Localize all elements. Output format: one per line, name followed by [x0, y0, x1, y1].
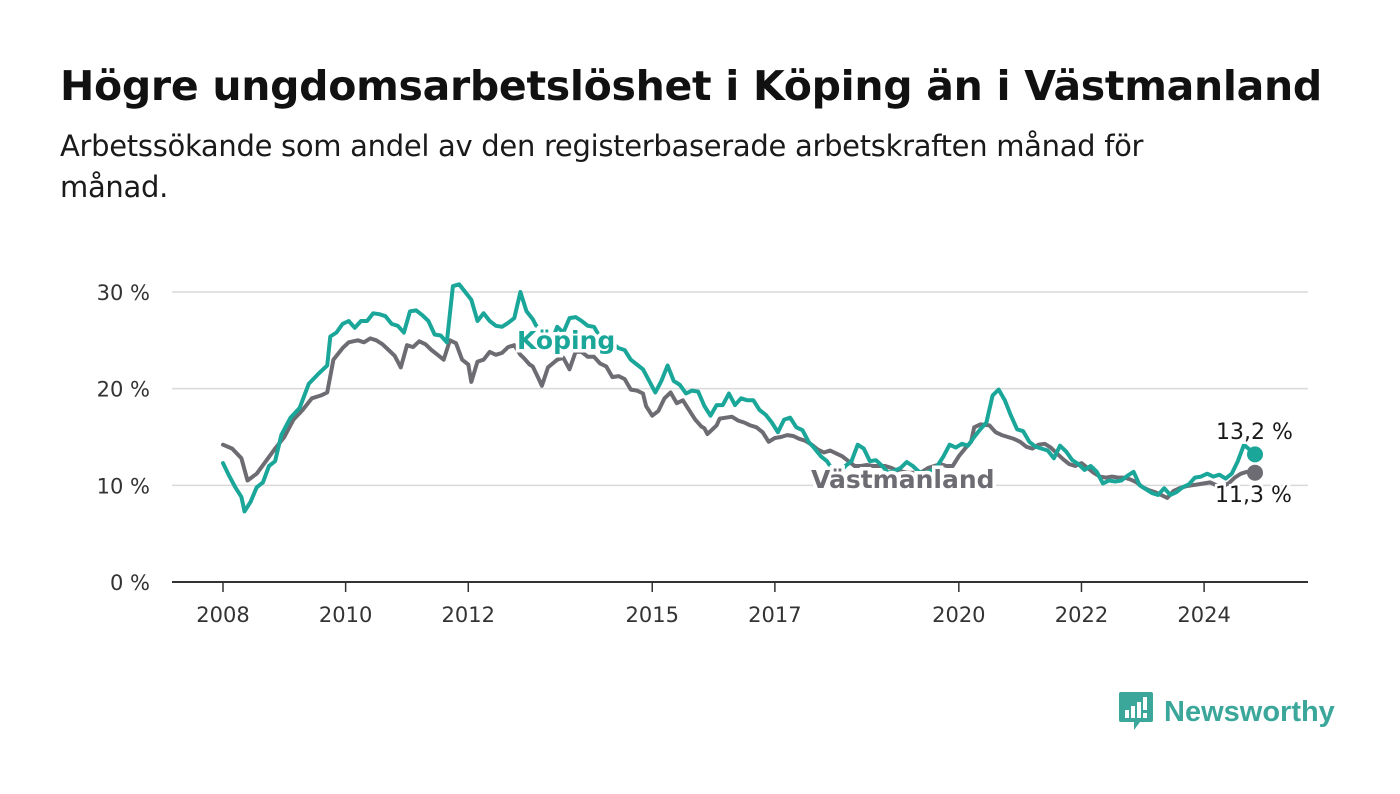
chart-title: Högre ungdomsarbetslöshet i Köping än i …: [60, 62, 1322, 110]
newsworthy-logo-text: Newsworthy: [1164, 695, 1335, 728]
x-tick-label: 2012: [442, 603, 495, 627]
end-point-vastmanland: [1247, 464, 1263, 481]
x-tick-label: 2022: [1055, 603, 1108, 627]
end-label-vastmanland: 11,3 %: [1215, 483, 1292, 508]
chart-subtitle: Arbetssökande som andel av den registerb…: [60, 129, 1144, 204]
x-tick-label: 2020: [932, 603, 985, 627]
end-label-koping: 13,2 %: [1216, 420, 1293, 445]
series-lines: [221, 282, 1263, 514]
y-tick-label: 0 %: [110, 571, 150, 595]
x-tick-label: 2010: [319, 603, 372, 627]
grid-lines: [172, 291, 1308, 583]
y-tick-label: 30 %: [97, 281, 150, 305]
series-name-vastmanland: Västmanland: [811, 465, 995, 494]
series-labels: 11,3 % 13,2 % Köping Västmanland: [514, 323, 1296, 511]
x-tick-label: 2024: [1177, 603, 1230, 627]
x-axis-ticks: 2008 2010 2012 2015 2017 2020 2022 2024: [196, 582, 1231, 627]
newsworthy-logo-icon: [1119, 692, 1153, 730]
y-tick-label: 20 %: [97, 378, 150, 402]
series-line-koping: [221, 282, 1257, 514]
x-tick-label: 2015: [626, 603, 679, 627]
y-tick-label: 10 %: [97, 474, 150, 498]
series-name-koping: Köping: [517, 326, 615, 355]
newsworthy-logo: Newsworthy: [1118, 690, 1335, 734]
x-tick-label: 2008: [196, 603, 249, 627]
x-tick-label: 2017: [748, 603, 801, 627]
end-point-koping: [1247, 446, 1263, 463]
y-axis-ticks: 0 % 10 % 20 % 30 %: [97, 281, 150, 595]
series-line-vastmanland: [221, 336, 1257, 500]
